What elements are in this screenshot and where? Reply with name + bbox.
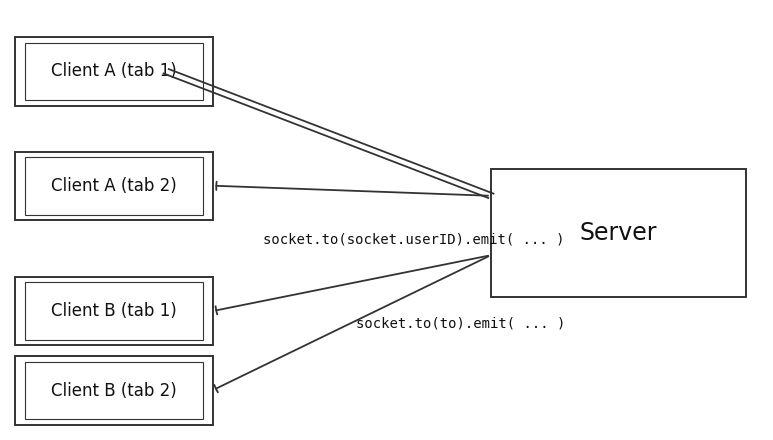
- Text: Client B (tab 2): Client B (tab 2): [51, 381, 177, 400]
- Text: Server: Server: [580, 221, 657, 245]
- Bar: [25, 362, 203, 419]
- Bar: [15, 356, 213, 425]
- Bar: [15, 152, 213, 220]
- Text: Client A (tab 2): Client A (tab 2): [51, 177, 177, 195]
- Text: Client B (tab 1): Client B (tab 1): [51, 302, 177, 320]
- Bar: [25, 282, 203, 340]
- Text: socket.to(socket.userID).emit( ... ): socket.to(socket.userID).emit( ... ): [263, 233, 564, 247]
- Bar: [25, 43, 203, 100]
- Bar: [25, 157, 203, 215]
- Text: socket.to(to).emit( ... ): socket.to(to).emit( ... ): [356, 316, 565, 330]
- Bar: [15, 37, 213, 106]
- Bar: [15, 277, 213, 345]
- Text: Client A (tab 1): Client A (tab 1): [51, 62, 177, 81]
- Bar: [491, 169, 746, 297]
